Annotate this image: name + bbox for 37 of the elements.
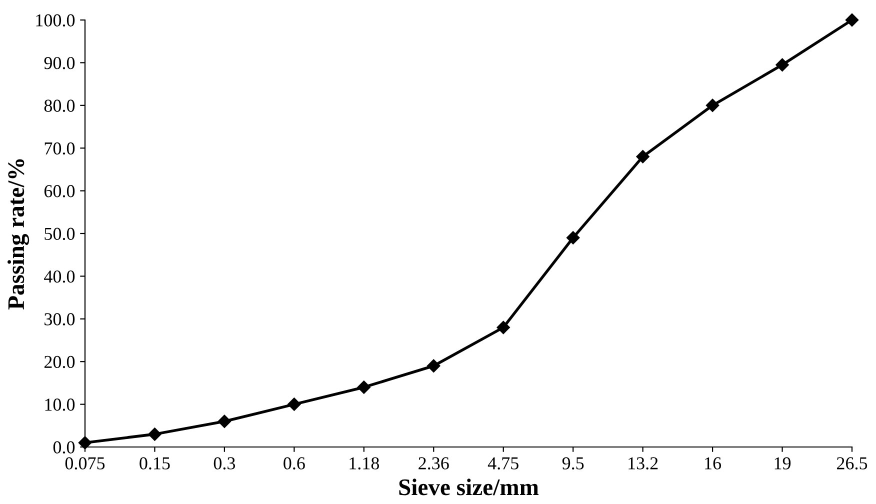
x-tick-label: 13.2 xyxy=(628,457,658,470)
point xyxy=(776,58,789,72)
x-tick-label: 0.3 xyxy=(214,457,236,470)
x-tick-label: 4.75 xyxy=(488,457,518,470)
x-tick-label: 1.18 xyxy=(350,457,380,470)
x-tick-label: 0.075 xyxy=(65,457,105,470)
point xyxy=(78,436,92,450)
y-axis-title: Passing rate/% xyxy=(8,159,30,310)
y-tick-label: 30.0 xyxy=(44,313,75,326)
x-tick-label: 0.15 xyxy=(140,457,170,470)
point xyxy=(148,428,162,441)
x-tick-label: 9.5 xyxy=(562,457,584,470)
x-tick-label: 2.36 xyxy=(418,457,449,470)
y-tick-label: 90.0 xyxy=(44,56,75,70)
point xyxy=(845,13,859,27)
y-tick-label: 40.0 xyxy=(44,270,75,283)
x-tick-label: 19 xyxy=(774,457,791,470)
y-tick-label: 50.0 xyxy=(44,228,75,240)
x-tick-label: 0.6 xyxy=(284,457,305,470)
x-tick-label: 16 xyxy=(705,457,722,470)
point xyxy=(288,398,301,411)
y-tick-label: 10.0 xyxy=(45,398,75,411)
y-tick-label: 60.0 xyxy=(44,185,75,198)
y-tick-label: 100.0 xyxy=(36,14,75,27)
point xyxy=(427,359,440,372)
y-tick-label: 20.0 xyxy=(44,356,75,368)
x-tick-label: 26.5 xyxy=(836,457,868,470)
point xyxy=(357,380,370,394)
x-axis-title: Sieve size/mm xyxy=(399,478,539,496)
point xyxy=(636,150,650,164)
point xyxy=(566,231,580,244)
point xyxy=(218,414,232,428)
point xyxy=(496,320,510,334)
point xyxy=(706,98,720,112)
y-tick-label: 0.0 xyxy=(53,441,75,454)
y-tick-label: 80.0 xyxy=(44,100,75,112)
y-tick-label: 70.0 xyxy=(44,142,75,155)
